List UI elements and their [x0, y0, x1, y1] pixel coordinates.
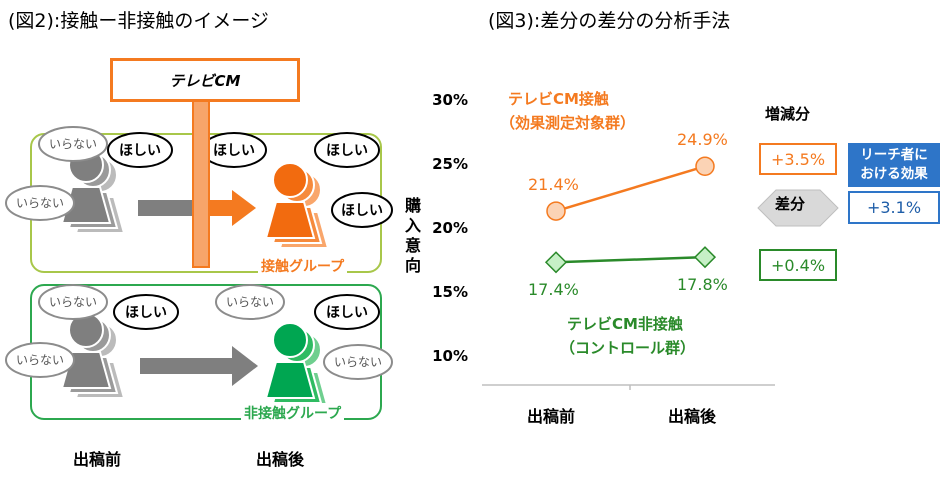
- delta-noncontact-box: +0.4%: [759, 249, 837, 281]
- person-gray-before-contact-icon: [60, 147, 126, 234]
- fig3-title: (図3):差分の差分の分析手法: [488, 10, 731, 32]
- reach-effect-title-line: リーチ者に: [860, 147, 928, 163]
- bubble-dont-want: いらない: [49, 295, 97, 309]
- series-label-contact: テレビCM接触: [508, 90, 609, 108]
- cm-effect-arrow: [208, 190, 256, 226]
- before-label: 出稿前: [73, 450, 122, 469]
- bubble-dont-want: いらない: [49, 137, 97, 151]
- bubble-want: ほしい: [326, 305, 368, 321]
- series-line-contact: [555, 165, 706, 213]
- x-tick-label: 出稿後: [668, 407, 717, 426]
- bubble-dont-want: いらない: [16, 196, 64, 210]
- y-tick-label: 25%: [432, 155, 468, 173]
- before-arrow-body: [138, 200, 196, 216]
- reach-effect-title-line: おける効果: [860, 166, 928, 182]
- y-tick-label: 10%: [432, 347, 468, 365]
- series-line-noncontact: [555, 255, 706, 264]
- y-axis-label: 購入意向: [404, 196, 421, 275]
- series-sublabel-noncontact: （コントロール群）: [560, 339, 696, 357]
- bubble-want: ほしい: [125, 305, 167, 321]
- y-tick-label: 20%: [432, 219, 468, 237]
- data-point-noncontact-before: [544, 251, 568, 274]
- data-label-noncontact-before: 17.4%: [528, 280, 579, 300]
- data-point-contact-before: [546, 201, 566, 221]
- bubble-want: ほしい: [341, 203, 383, 219]
- contact-group-label: 接触グループ: [258, 256, 348, 276]
- x-tick-label: 出稿前: [527, 407, 576, 426]
- person-green-after-noncontact-icon: [264, 322, 330, 409]
- reach-effect-value: +3.1%: [848, 191, 940, 224]
- y-tick-label: 15%: [432, 283, 468, 301]
- series-sublabel-contact: （効果測定対象群）: [500, 114, 636, 132]
- bubble-want: ほしい: [326, 143, 368, 159]
- delta-contact-box: +3.5%: [759, 143, 837, 175]
- increase-header: 増減分: [765, 105, 811, 123]
- data-label-contact-before: 21.4%: [528, 175, 579, 195]
- diff-label: 差分: [775, 195, 806, 213]
- person-orange-after-contact-icon: [264, 162, 330, 249]
- bubble-dont-want: いらない: [16, 353, 64, 367]
- diff-arrow-icon: [757, 189, 839, 227]
- bubble-dont-want: いらない: [334, 355, 382, 369]
- data-label-noncontact-after: 17.8%: [677, 275, 728, 295]
- data-point-noncontact-after: [693, 246, 717, 269]
- after-label: 出稿後: [256, 450, 305, 469]
- tv-cm-box: テレビCM: [110, 58, 300, 102]
- data-point-contact-after: [695, 156, 715, 177]
- bubble-want: ほしい: [213, 143, 255, 159]
- noncontact-group-label: 非接触グループ: [241, 403, 345, 423]
- y-tick-label: 30%: [432, 91, 468, 109]
- noncontact-arrow: [140, 346, 258, 386]
- series-label-noncontact: テレビCM非接触: [567, 315, 683, 333]
- reach-effect-title: リーチ者に おける効果: [848, 143, 940, 187]
- bubble-want: ほしい: [119, 143, 161, 159]
- data-label-contact-after: 24.9%: [677, 130, 728, 150]
- bubble-dont-want: いらない: [226, 295, 274, 309]
- fig2-title: (図2):接触ー非接触のイメージ: [8, 10, 269, 32]
